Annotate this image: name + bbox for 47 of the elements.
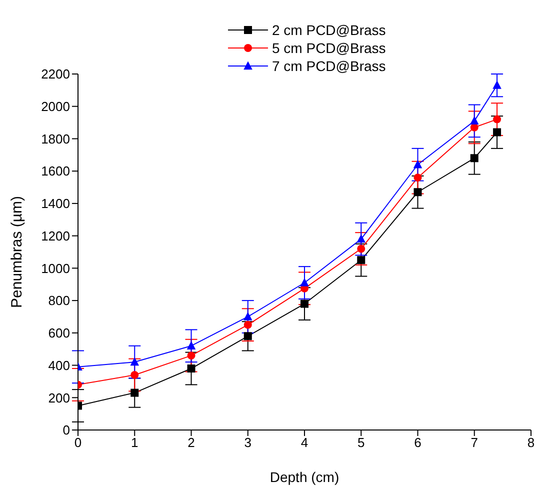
y-axis-title: Penumbras (µm) — [8, 196, 26, 308]
x-tick-label: 0 — [74, 435, 82, 450]
y-tick-label: 2000 — [41, 98, 70, 114]
point — [493, 128, 502, 136]
point — [414, 188, 422, 196]
point — [357, 244, 366, 253]
y-tick-label: 600 — [48, 326, 70, 341]
point — [470, 154, 478, 162]
point — [300, 300, 308, 308]
y-tick-label: 1000 — [41, 260, 70, 276]
point — [187, 364, 196, 373]
point — [356, 234, 366, 243]
point — [130, 357, 140, 366]
point — [130, 388, 139, 397]
y-tick-label: 1200 — [41, 228, 70, 244]
point — [130, 370, 139, 379]
x-tick-label: 5 — [358, 435, 365, 450]
point — [470, 116, 479, 125]
point — [492, 80, 502, 89]
x-tick-label: 7 — [470, 435, 478, 450]
point — [187, 352, 196, 360]
point — [244, 332, 252, 340]
y-tick-label: 1600 — [41, 164, 70, 179]
x-tick-label: 4 — [300, 435, 308, 450]
x-tick-label: 8 — [527, 435, 535, 450]
x-tick-label: 6 — [414, 435, 422, 450]
y-tick-label: 2200 — [41, 66, 70, 82]
x-axis-title: Depth (cm) — [270, 469, 340, 485]
point — [244, 320, 252, 329]
point — [186, 341, 196, 350]
y-tick-label: 800 — [48, 293, 70, 308]
y-tick-label: 400 — [48, 358, 70, 373]
point — [243, 312, 252, 320]
point — [493, 115, 502, 124]
y-tick-label: 200 — [48, 390, 70, 406]
x-tick-label: 3 — [244, 435, 252, 450]
x-tick-label: 2 — [188, 435, 195, 450]
legend-label: 2 cm PCD@Brass — [272, 22, 386, 38]
point — [357, 256, 366, 264]
y-tick-label: 1800 — [41, 131, 70, 146]
legend-label: 7 cm PCD@Brass — [272, 58, 386, 74]
point — [414, 174, 422, 182]
x-tick-label: 1 — [131, 435, 138, 450]
legend-label: 5 cm PCD@Brass — [272, 40, 386, 56]
point — [413, 160, 422, 168]
y-tick-label: 0 — [62, 422, 70, 438]
y-tick-label: 1400 — [41, 196, 70, 212]
